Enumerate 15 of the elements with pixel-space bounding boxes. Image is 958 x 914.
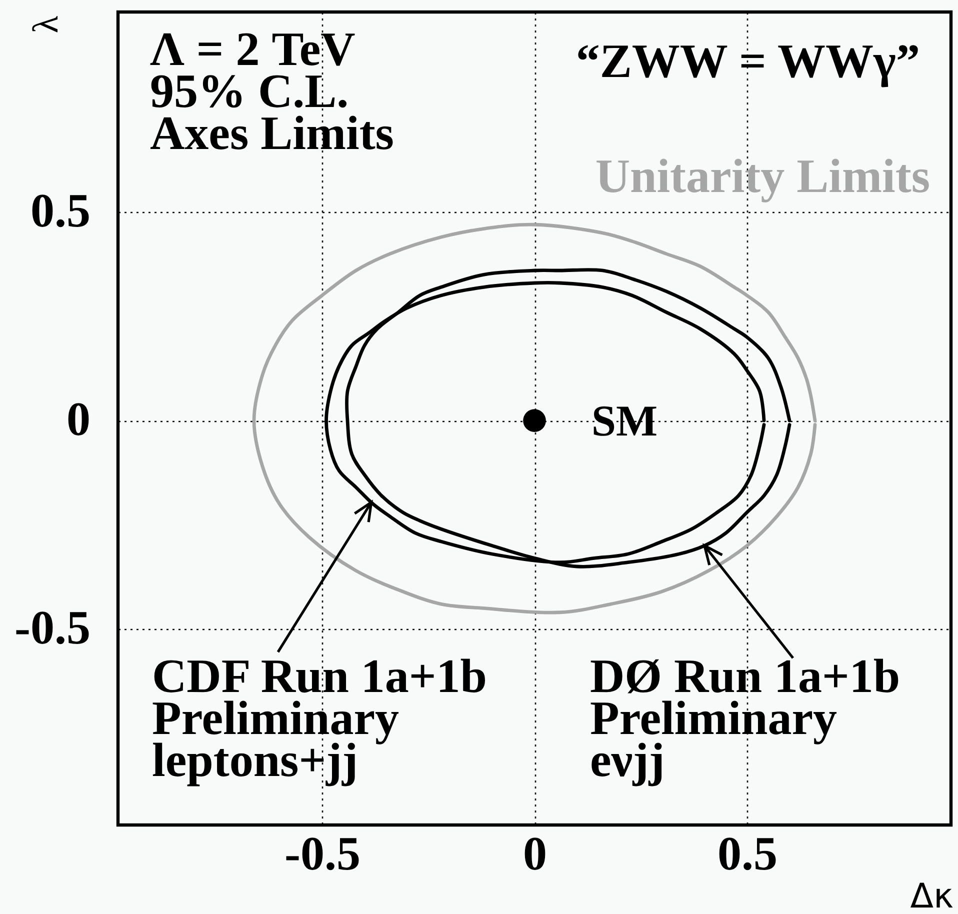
y-tick-label: 0 [66,393,90,446]
y-tick-label: 0.5 [30,184,90,238]
x-tick-label: 0.5 [718,828,778,880]
x-axis-title: Δκ [910,876,954,914]
series-label: SM [592,396,658,446]
annotation: Λ = 2 TeV 95% C.L. Axes Limits [150,23,394,160]
y-axis-title: λ [26,15,66,34]
series-label: Unitarity Limits [595,150,930,203]
x-tick-label: -0.5 [284,828,360,880]
legend-label: DØ Run 1a+1b Preliminary eνjj [590,650,900,787]
x-tick-label: 0 [523,828,547,880]
line-series [252,222,817,614]
y-tick-label: -0.5 [14,602,90,655]
annotation: “ZWW = WWγ” [576,35,920,88]
series-label: CDF Run 1a+1b Preliminary leptons+jj [152,650,487,787]
